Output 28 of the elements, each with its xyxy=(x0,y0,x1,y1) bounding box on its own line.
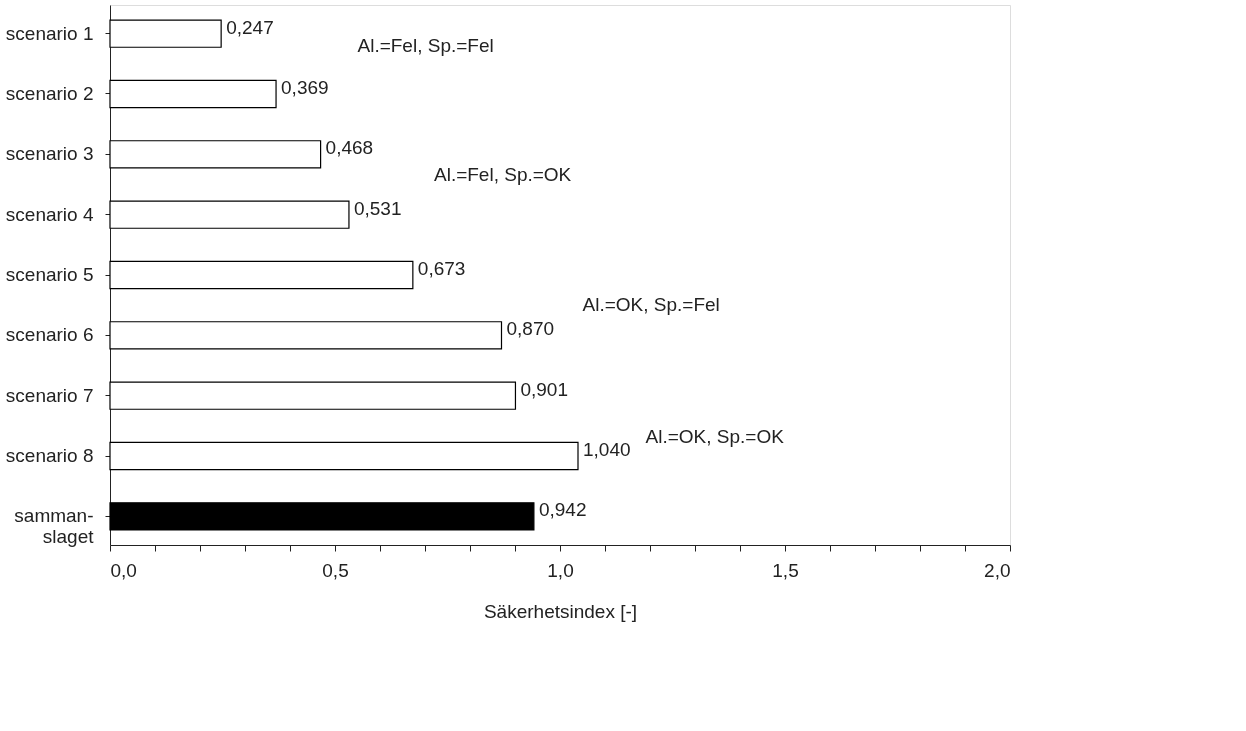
data-label: 0,247 xyxy=(226,16,274,38)
x-axis-title: Säkerhetsindex [-] xyxy=(483,600,638,622)
data-label: 1,040 xyxy=(583,439,631,461)
annotation: Al.=Fel, Sp.=OK xyxy=(434,164,572,186)
x-tick-label: 0,0 xyxy=(110,559,137,581)
x-tick-label: 1,5 xyxy=(772,559,799,581)
data-label: 0,673 xyxy=(417,258,466,279)
y-tick-label: scenario 1 xyxy=(5,22,94,44)
x-tick-label: 0,5 xyxy=(322,559,349,581)
annotation: Al.=OK, Sp.=Fel xyxy=(582,293,720,315)
x-tick-label: 2,0 xyxy=(984,559,1011,581)
data-label: 0,531 xyxy=(353,197,402,219)
data-label: 0,369 xyxy=(281,76,329,98)
y-tick-label: scenario 3 xyxy=(5,143,94,165)
data-label: 0,468 xyxy=(325,137,374,159)
y-tick-label: scenario 6 xyxy=(5,324,94,346)
y-tick-label: scenario 7 xyxy=(5,384,94,406)
y-tick-label: scenario 4 xyxy=(5,203,94,225)
annotation: Al.=OK, Sp.=OK xyxy=(645,426,785,447)
annotation: Al.=Fel, Sp.=Fel xyxy=(357,34,494,56)
y-tick-label: scenario 8 xyxy=(5,445,94,467)
x-tick-label: 1,0 xyxy=(547,559,574,581)
y-tick-label: scenario 2 xyxy=(5,82,94,104)
data-label: 0,870 xyxy=(506,318,555,340)
y-tick-label: samman- slaget xyxy=(14,505,95,548)
data-label: 0,942 xyxy=(538,499,587,521)
data-label: 0,901 xyxy=(520,378,568,400)
y-tick-label: scenario 5 xyxy=(5,264,94,285)
